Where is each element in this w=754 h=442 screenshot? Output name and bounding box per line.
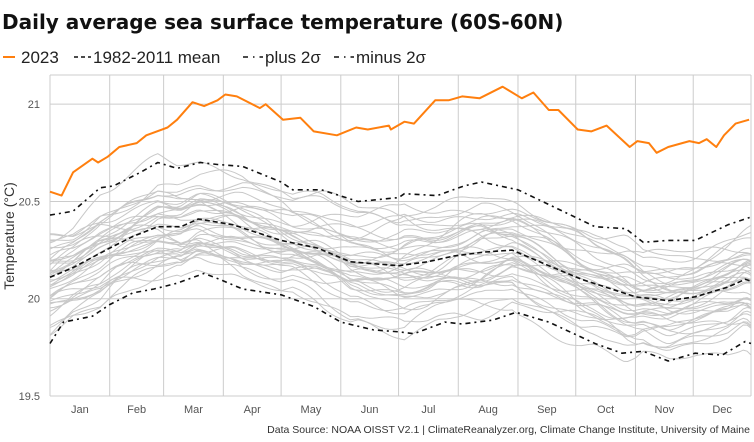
other-year-line bbox=[49, 250, 752, 315]
series-2023 bbox=[49, 85, 750, 197]
other-year-line bbox=[49, 233, 752, 348]
legend-item-plus-2sigma[interactable]: plus 2σ bbox=[243, 48, 321, 67]
y-axis: 19.5 20 20.5 21 bbox=[19, 99, 40, 403]
other-year-line bbox=[49, 256, 752, 341]
x-tick-label: Jul bbox=[421, 404, 435, 416]
y-tick-label: 20 bbox=[28, 294, 40, 306]
legend-item-2023[interactable]: 2023 bbox=[3, 48, 59, 67]
other-year-line bbox=[49, 217, 752, 321]
y-axis-label: Temperature (°C) bbox=[1, 182, 17, 290]
other-year-line bbox=[49, 191, 752, 294]
other-year-line bbox=[49, 249, 752, 351]
other-year-line bbox=[49, 235, 752, 293]
y-tick-label: 21 bbox=[28, 99, 40, 111]
other-year-line bbox=[49, 269, 752, 330]
series-lines bbox=[49, 85, 752, 362]
data-source: Data Source: NOAA OISST V2.1 | ClimateRe… bbox=[267, 424, 750, 436]
other-year-line bbox=[49, 205, 752, 307]
other-year-line bbox=[49, 246, 752, 363]
legend-item-minus-2sigma[interactable]: minus 2σ bbox=[334, 48, 427, 67]
x-tick-label: Oct bbox=[597, 404, 614, 416]
other-year-line bbox=[49, 192, 751, 275]
x-tick-label: Mar bbox=[184, 404, 203, 416]
other-year-line bbox=[49, 248, 752, 349]
x-tick-label: Aug bbox=[478, 404, 498, 416]
legend: 2023 1982-2011 mean plus 2σ minus 2σ bbox=[3, 48, 427, 67]
legend-label-mean: 1982-2011 mean bbox=[93, 48, 220, 67]
other-year-line bbox=[49, 153, 752, 285]
x-tick-label: Jan bbox=[71, 404, 89, 416]
other-year-line bbox=[49, 226, 752, 320]
other-year-line bbox=[49, 222, 752, 335]
other-year-line bbox=[49, 250, 752, 337]
x-axis: Jan Feb Mar Apr May Jun Jul Aug Sep Oct Nov Dec bbox=[71, 404, 732, 416]
x-tick-label: Apr bbox=[244, 404, 261, 416]
x-tick-label: Nov bbox=[655, 404, 675, 416]
other-year-line bbox=[49, 196, 752, 262]
x-tick-label: Sep bbox=[537, 404, 557, 416]
other-year-line bbox=[49, 182, 752, 291]
legend-item-mean[interactable]: 1982-2011 mean bbox=[74, 48, 220, 67]
y-tick-label: 20.5 bbox=[19, 196, 40, 208]
legend-label-2023: 2023 bbox=[21, 48, 59, 67]
other-year-line bbox=[49, 198, 752, 292]
legend-label-plus-2sigma: plus 2σ bbox=[265, 48, 321, 67]
series-minus-2sigma bbox=[49, 272, 752, 362]
x-tick-label: Feb bbox=[127, 404, 146, 416]
other-year-line bbox=[49, 216, 752, 276]
x-tick-label: Jun bbox=[361, 404, 379, 416]
chart-title: Daily average sea surface temperature (6… bbox=[2, 10, 563, 34]
legend-label-minus-2sigma: minus 2σ bbox=[356, 48, 427, 67]
x-tick-label: May bbox=[301, 404, 322, 416]
other-year-line bbox=[49, 169, 752, 280]
other-year-line bbox=[49, 242, 752, 300]
other-year-line bbox=[49, 244, 752, 337]
series-mean bbox=[49, 218, 752, 302]
other-years-lines bbox=[49, 153, 752, 363]
other-year-line bbox=[49, 201, 752, 306]
y-tick-label: 19.5 bbox=[19, 391, 40, 403]
other-year-line bbox=[49, 209, 752, 302]
x-tick-label: Dec bbox=[712, 404, 732, 416]
